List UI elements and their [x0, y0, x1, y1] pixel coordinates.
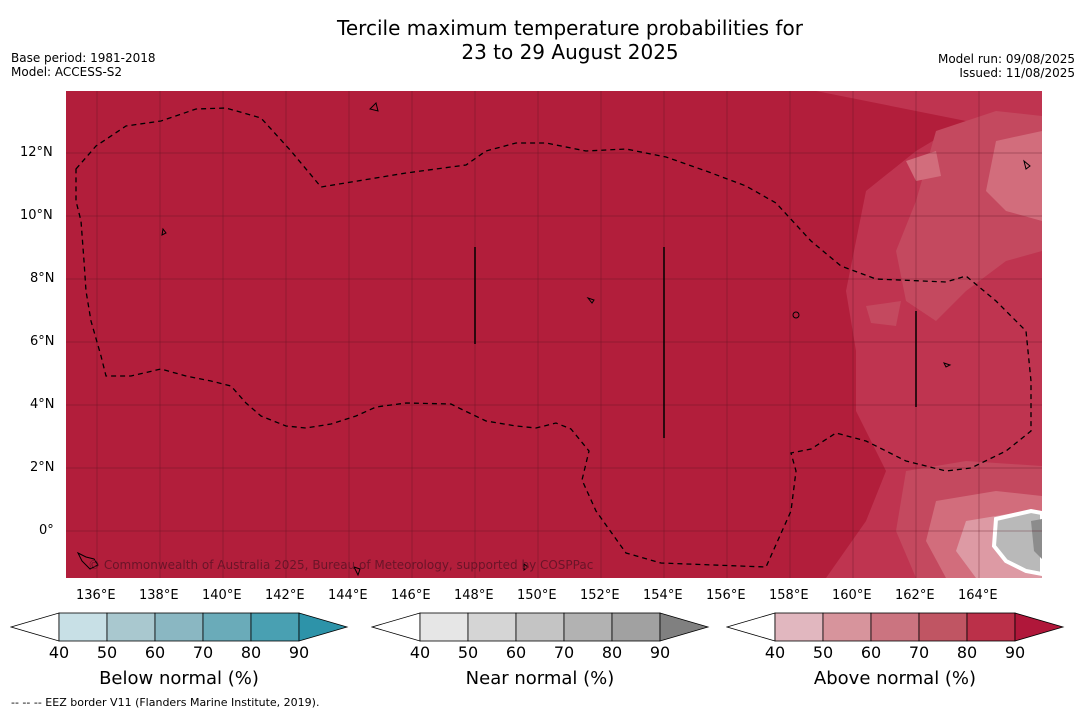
- colorbar-above-ticks: 40 50 60 70 80 90: [765, 643, 1025, 663]
- colorbar-extend-high: [298, 612, 349, 642]
- colorbar-segment: [154, 612, 204, 642]
- colorbar-segment: [918, 612, 968, 642]
- lon-label-152e: 152°E: [580, 588, 620, 603]
- colorbar-segment: [822, 612, 872, 642]
- lat-label-10n: 10°N: [20, 208, 53, 223]
- tick-label: 80: [240, 643, 262, 662]
- issued-date: Issued: 11/08/2025: [959, 66, 1075, 80]
- lon-label-164e: 164°E: [958, 588, 998, 603]
- shade-patch-a: [906, 151, 941, 181]
- colorbar-segment: [58, 612, 108, 642]
- lon-label-148e: 148°E: [454, 588, 494, 603]
- lat-label-12n: 12°N: [20, 145, 53, 160]
- tick-label: 60: [860, 643, 882, 662]
- lon-label-144e: 144°E: [328, 588, 368, 603]
- tick-label: 40: [409, 643, 431, 662]
- model-run: Model run: 09/08/2025: [937, 52, 1075, 66]
- colorbar-segment: [419, 612, 469, 642]
- lon-label-146e: 146°E: [391, 588, 431, 603]
- lon-label-162e: 162°E: [895, 588, 935, 603]
- colorbar-segment: [515, 612, 565, 642]
- lon-label-156e: 156°E: [706, 588, 746, 603]
- colorbar-below-title: Below normal (%): [99, 668, 259, 689]
- tick-label: 80: [956, 643, 978, 662]
- lon-label-160e: 160°E: [832, 588, 872, 603]
- eez-border: [75, 107, 1032, 568]
- lon-label-150e: 150°E: [517, 588, 557, 603]
- map-title: Tercile maximum temperature probabilitie…: [0, 16, 1085, 64]
- eez-footnote: -- -- -- EEZ border V11 (Flanders Marine…: [11, 696, 320, 709]
- lat-label-6n: 6°N: [30, 334, 55, 349]
- tick-label: 80: [601, 643, 623, 662]
- tick-label: 90: [288, 643, 310, 662]
- copyright-text: © Commonwealth of Australia 2025, Bureau…: [88, 558, 593, 572]
- islands: [76, 102, 1031, 577]
- colorbar-segment: [966, 612, 1016, 642]
- model-name: Model: ACCESS-S2: [11, 65, 123, 79]
- colorbar-segment: [870, 612, 920, 642]
- probability-map: © Commonwealth of Australia 2025, Bureau…: [66, 91, 1042, 578]
- colorbar-below-ticks: 40 50 60 70 80 90: [49, 643, 309, 663]
- colorbar-above-normal: [726, 612, 1065, 642]
- tick-label: 60: [505, 643, 527, 662]
- tick-label: 90: [649, 643, 671, 662]
- base-period: Base period: 1981-2018: [11, 51, 156, 65]
- lon-label-136e: 136°E: [76, 588, 116, 603]
- lat-label-8n: 8°N: [30, 271, 55, 286]
- lat-label-0: 0°: [39, 523, 54, 538]
- tick-label: 50: [812, 643, 834, 662]
- lon-label-142e: 142°E: [265, 588, 305, 603]
- tick-label: 70: [908, 643, 930, 662]
- lat-label-4n: 4°N: [30, 397, 55, 412]
- shade-level-3: [986, 131, 1042, 221]
- colorbar-near-ticks: 40 50 60 70 80 90: [410, 643, 670, 663]
- tick-label: 50: [96, 643, 118, 662]
- near-normal-grey: [991, 508, 1042, 577]
- lon-label-158e: 158°E: [769, 588, 809, 603]
- tick-label: 60: [144, 643, 166, 662]
- colorbar-segment: [202, 612, 252, 642]
- colorbar-below-normal: [10, 612, 349, 642]
- lon-label-138e: 138°E: [139, 588, 179, 603]
- colorbar-segment: [611, 612, 661, 642]
- colorbar-extend-low: [371, 612, 421, 642]
- colorbar-segment: [106, 612, 156, 642]
- colorbar-segment: [563, 612, 613, 642]
- lon-label-154e: 154°E: [643, 588, 683, 603]
- tick-label: 70: [553, 643, 575, 662]
- tick-label: 40: [764, 643, 786, 662]
- shade-patch-b: [866, 301, 901, 326]
- tick-label: 90: [1004, 643, 1026, 662]
- colorbar-above-title: Above normal (%): [813, 668, 977, 689]
- colorbar-extend-high: [659, 612, 710, 642]
- near-normal-grey-dark: [1031, 519, 1042, 559]
- colorbar-extend-high: [1014, 612, 1065, 642]
- title-line-2: 23 to 29 August 2025: [461, 40, 679, 64]
- colorbar-segment: [467, 612, 517, 642]
- graticule: [66, 91, 1042, 578]
- colorbar-extend-low: [10, 612, 60, 642]
- tick-label: 50: [457, 643, 479, 662]
- colorbar-near-normal: [371, 612, 710, 642]
- colorbar-segment: [250, 612, 300, 642]
- colorbar-near-title: Near normal (%): [465, 668, 615, 689]
- lat-label-2n: 2°N: [30, 460, 55, 475]
- colorbar-extend-low: [726, 612, 776, 642]
- tick-label: 40: [48, 643, 70, 662]
- colorbar-segment: [774, 612, 824, 642]
- lon-label-140e: 140°E: [202, 588, 242, 603]
- tick-label: 70: [192, 643, 214, 662]
- title-line-1: Tercile maximum temperature probabilitie…: [337, 16, 803, 40]
